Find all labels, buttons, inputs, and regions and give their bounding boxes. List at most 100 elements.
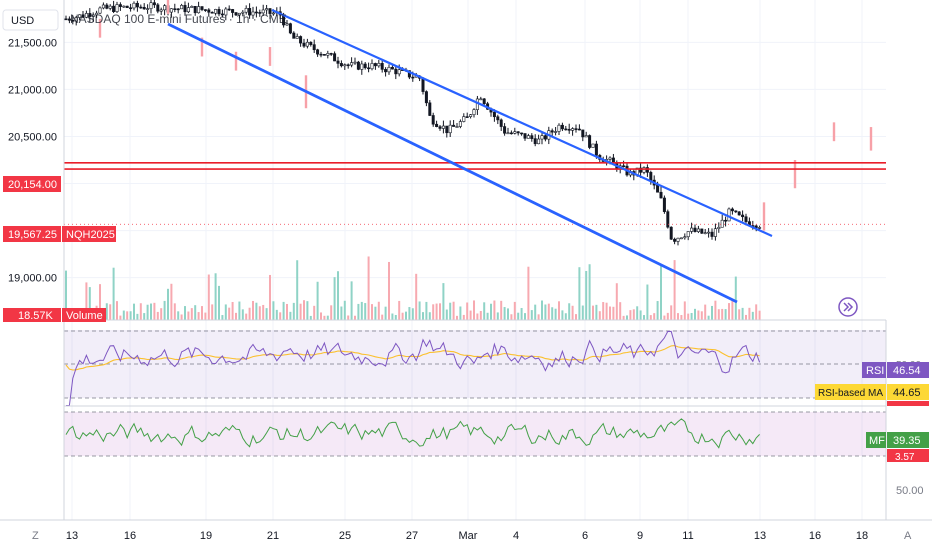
candle-body <box>384 69 388 73</box>
candle-body <box>639 167 643 173</box>
candle-body <box>122 5 126 8</box>
last-price-tag: 19,567.25 NQH2025 <box>3 226 116 242</box>
candle-body <box>431 115 435 125</box>
time-tick-label: 9 <box>637 530 643 542</box>
candle-body <box>132 2 136 9</box>
volume-bar <box>442 283 445 320</box>
volume-bar <box>150 303 152 320</box>
currency-box[interactable]: USD <box>2 9 59 31</box>
volume-bar <box>184 306 186 320</box>
candle-body <box>268 8 272 14</box>
volume-bar <box>660 263 662 320</box>
candle-body <box>356 61 360 70</box>
volume-bar <box>428 312 431 320</box>
candle-body <box>292 32 296 39</box>
volume-bar <box>629 310 632 320</box>
candle-body <box>564 128 568 131</box>
volume-bar <box>432 304 435 320</box>
trend-channel[interactable] <box>167 8 773 304</box>
volume-bar <box>388 261 390 320</box>
volume-bar <box>751 311 754 320</box>
volume-bar <box>435 303 438 320</box>
symbol-title[interactable]: NASDAQ 100 E-mini Futures · 1h · CME <box>70 12 287 26</box>
volume-bar <box>711 305 713 320</box>
volume-bar <box>119 315 122 320</box>
volume-bar <box>337 271 339 320</box>
candle-body <box>611 157 615 163</box>
candle-body <box>390 67 394 70</box>
candle-body <box>594 143 598 156</box>
volume-bar <box>626 315 628 320</box>
volume-bar <box>85 282 88 320</box>
volume-bar <box>571 305 574 320</box>
volume-bar <box>411 308 414 320</box>
volume-bar <box>547 303 550 320</box>
candle-body <box>676 237 680 242</box>
scroll-to-realtime-icon[interactable] <box>838 297 858 317</box>
time-axis[interactable]: 13 16 19 21 25 27 Mar 4 6 9 11 13 16 18 <box>66 530 868 542</box>
time-tick-label: 6 <box>582 530 588 542</box>
volume-bar <box>721 308 724 320</box>
volume-bar <box>126 311 129 320</box>
candle-body <box>380 63 384 70</box>
volume-bar <box>575 314 577 320</box>
volume-bar <box>670 305 673 320</box>
volume-bar <box>415 273 418 320</box>
candle-body <box>64 18 68 21</box>
candle-body <box>703 232 707 234</box>
volume-bar <box>649 315 652 320</box>
candle-body <box>741 214 745 218</box>
candle-body <box>506 132 510 135</box>
time-tick-label: 18 <box>856 530 868 542</box>
mfi-tag: MF 39.35 3.57 <box>866 432 929 463</box>
volume-bar <box>330 305 333 320</box>
rsi-band <box>64 330 886 398</box>
candle-body <box>397 69 401 75</box>
candle-body <box>261 9 265 14</box>
candle-body <box>326 53 330 56</box>
volume-bar <box>371 304 373 320</box>
candle-body <box>74 17 78 22</box>
session-candle <box>869 127 873 151</box>
rsi-lower-tag-peek <box>887 401 929 406</box>
volume-bar <box>323 315 326 320</box>
volume-bar <box>700 311 703 320</box>
candle-body <box>203 9 207 11</box>
time-tick-label: 4 <box>513 530 519 542</box>
volume-bar <box>558 301 560 320</box>
candle-body <box>373 63 377 67</box>
volume-bar <box>214 273 217 320</box>
time-tick-label: Mar <box>459 530 478 542</box>
volume-bar <box>303 300 305 320</box>
candle-body <box>690 227 694 232</box>
volume-bar <box>666 312 669 320</box>
candle-body <box>146 8 150 10</box>
volume-bar <box>520 308 523 320</box>
auto-scale-button[interactable]: A <box>904 530 912 542</box>
volume-bar <box>568 303 571 320</box>
volume-bar <box>462 314 465 320</box>
rsi-line <box>66 330 761 406</box>
candle-body <box>509 132 513 135</box>
candle-body <box>482 98 486 105</box>
candle-body <box>353 61 357 64</box>
volume-bar <box>592 305 594 320</box>
candle-body <box>533 138 537 145</box>
timezone-icon[interactable]: Z <box>32 530 39 542</box>
volume-bar <box>541 300 543 320</box>
candle-body <box>696 228 700 232</box>
volume-bar <box>479 310 482 320</box>
volume-bar <box>105 303 108 320</box>
candle-body <box>129 7 133 10</box>
session-candle <box>234 51 238 71</box>
candle-body <box>448 124 452 134</box>
volume-bar <box>354 315 356 320</box>
volume-bar <box>401 312 404 320</box>
volume-bar <box>728 303 730 320</box>
volume-bar <box>507 308 509 320</box>
candle-body <box>149 2 153 9</box>
time-tick-label: 19 <box>200 530 212 542</box>
volume-bar <box>194 305 197 320</box>
volume-bar <box>643 315 645 320</box>
